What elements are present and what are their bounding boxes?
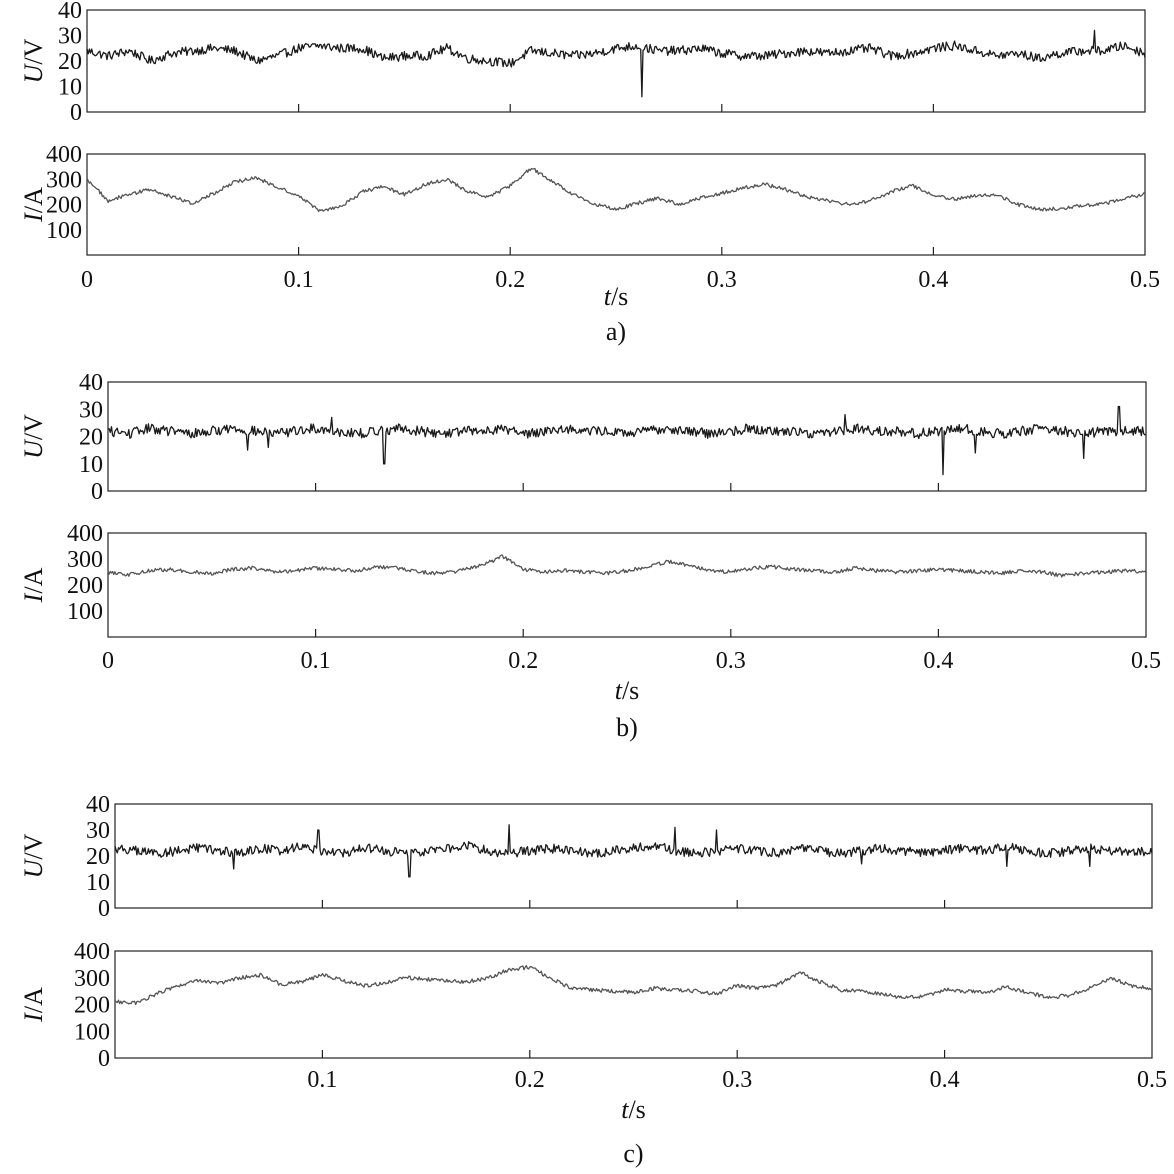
plot-frame (86, 153, 1146, 256)
y-tick-label: 20 (58, 49, 82, 75)
y-tick-label: 300 (67, 547, 103, 573)
subfigure-caption: b) (616, 713, 638, 742)
y-tick-label: 10 (86, 870, 110, 896)
y-tick-label: 100 (74, 1019, 110, 1045)
y-tick-label: 10 (79, 452, 103, 478)
voltage-series-line (86, 29, 1146, 98)
y-tick-label: 20 (79, 425, 103, 451)
x-tick-label: 0.5 (1130, 267, 1160, 293)
y-tick-label: 100 (46, 218, 82, 244)
x-tick-label: 0.4 (923, 648, 953, 674)
y-tick-label: 40 (86, 792, 110, 818)
x-axis-label: t/s (621, 1095, 646, 1124)
y-tick-label: 400 (67, 521, 103, 547)
x-tick-label: 0 (81, 267, 93, 293)
x-tick-label: 0.2 (508, 648, 538, 674)
x-tick-label: 0 (102, 648, 114, 674)
x-tick-label: 0.1 (284, 267, 314, 293)
y-axis-label: I/A (19, 187, 48, 223)
y-tick-label: 400 (46, 142, 82, 168)
y-tick-label: 40 (58, 0, 82, 24)
y-tick-label: 0 (98, 896, 110, 922)
x-tick-label: 0.3 (716, 648, 746, 674)
y-axis-label: U/V (19, 833, 48, 878)
y-axis-label: I/A (19, 567, 48, 603)
subfigure-caption: a) (606, 317, 626, 346)
x-tick-label: 0.2 (495, 267, 525, 293)
y-tick-label: 20 (86, 844, 110, 870)
subfigure-caption: c) (623, 1139, 643, 1168)
voltage-series-line (107, 405, 1147, 476)
x-tick-label: 0.2 (515, 1067, 545, 1093)
y-tick-label: 200 (46, 193, 82, 219)
x-tick-label: 0.3 (707, 267, 737, 293)
x-tick-label: 0.4 (918, 267, 948, 293)
current-series-line (114, 964, 1153, 1006)
x-tick-label: 0.1 (301, 648, 331, 674)
y-axis-label: U/V (19, 414, 48, 459)
plot-frame (86, 9, 1146, 113)
x-tick-label: 0.4 (930, 1067, 960, 1093)
y-tick-label: 30 (58, 24, 82, 50)
voltage-series-line (114, 824, 1153, 878)
current-series-line (107, 554, 1147, 578)
x-tick-label: 0.3 (722, 1067, 752, 1093)
x-tick-label: 0.5 (1131, 648, 1161, 674)
y-tick-label: 300 (46, 167, 82, 193)
y-tick-label: 400 (74, 939, 110, 965)
y-tick-label: 10 (58, 75, 82, 101)
y-tick-label: 0 (70, 100, 82, 126)
plot-frame (114, 950, 1153, 1059)
x-tick-label: 0.5 (1137, 1067, 1167, 1093)
x-axis-label: t/s (615, 676, 640, 705)
plot-frame (107, 381, 1147, 492)
y-tick-label: 300 (74, 966, 110, 992)
y-axis-label: U/V (19, 38, 48, 83)
y-tick-label: 0 (98, 1046, 110, 1072)
plot-frame (107, 532, 1147, 638)
y-tick-label: 30 (86, 818, 110, 844)
y-tick-label: 100 (67, 599, 103, 625)
x-tick-label: 0.1 (307, 1067, 337, 1093)
y-tick-label: 200 (74, 993, 110, 1019)
y-axis-label: I/A (19, 987, 48, 1023)
y-tick-label: 30 (79, 397, 103, 423)
y-tick-label: 0 (91, 479, 103, 505)
x-axis-label: t/s (604, 282, 629, 311)
current-series-line (86, 167, 1146, 213)
y-tick-label: 40 (79, 370, 103, 396)
y-tick-label: 200 (67, 573, 103, 599)
plot-frame (114, 803, 1153, 909)
